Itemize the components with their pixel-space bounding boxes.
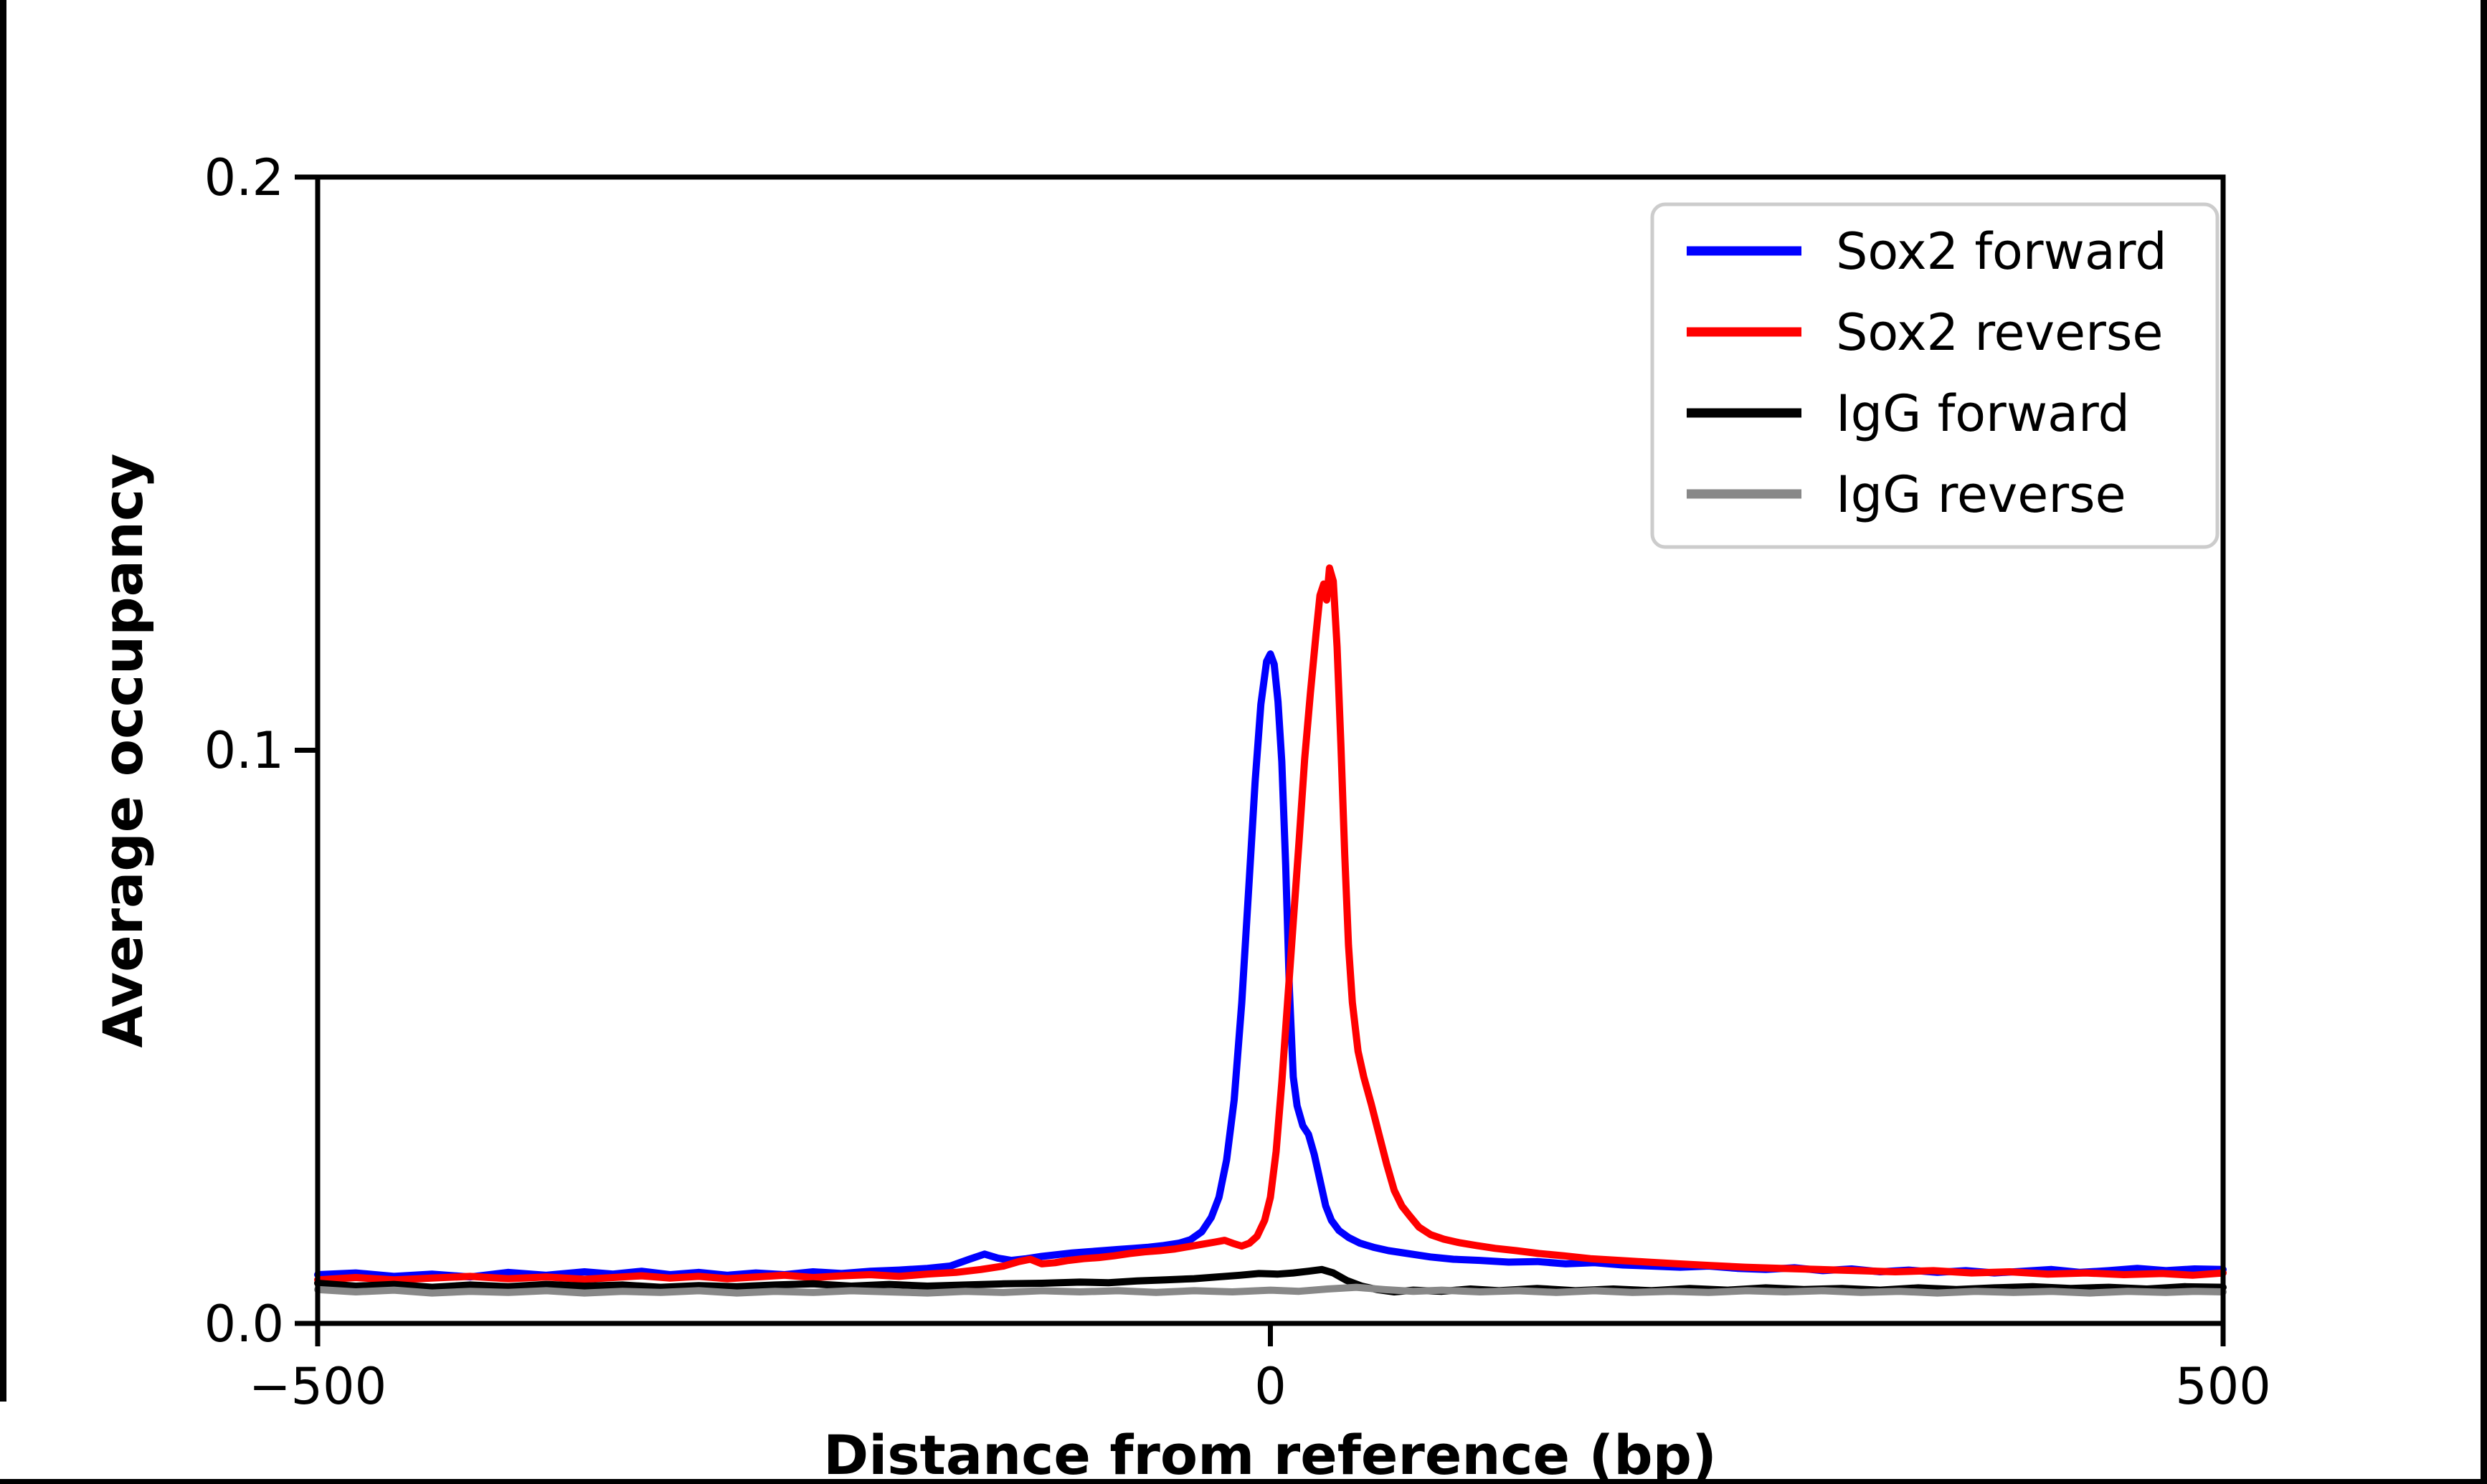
legend-item-igg-forward: IgG forward [1687, 384, 2130, 443]
y-tick-label-0.2: 0.2 [204, 148, 284, 207]
y-axis-label: Average occupancy [91, 453, 155, 1047]
x-axis-label: Distance from reference (bp) [823, 1423, 1717, 1484]
screen-edge-right-bar [2481, 0, 2487, 1484]
legend-item-sox2-reverse: Sox2 reverse [1687, 303, 2163, 362]
legend-label-igg-reverse: IgG reverse [1836, 465, 2126, 524]
y-tick-label-0.1: 0.1 [204, 721, 284, 780]
legend-item-sox2-forward: Sox2 forward [1687, 222, 2167, 281]
x-tick-label-500: 500 [2175, 1357, 2271, 1416]
screen-edge-bottom-bar [0, 1479, 2487, 1484]
screen-edge-left-bar [0, 0, 6, 1402]
series-line-sox2-reverse [314, 564, 2227, 1284]
x-tick-label-0: 0 [1254, 1357, 1287, 1416]
legend-box [1650, 202, 2220, 549]
legend-label-sox2-reverse: Sox2 reverse [1836, 303, 2163, 362]
series-line-igg-reverse [314, 1283, 2227, 1297]
legend-item-igg-reverse: IgG reverse [1687, 465, 2126, 524]
series-group [314, 564, 2227, 1297]
x-tick-label-neg500: −500 [249, 1357, 387, 1416]
legend: Sox2 forward Sox2 reverse IgG forward IgG r… [1650, 202, 2220, 549]
legend-label-sox2-forward: Sox2 forward [1836, 222, 2167, 281]
legend-label-igg-forward: IgG forward [1836, 384, 2130, 443]
y-tick-label-0.0: 0.0 [204, 1295, 284, 1354]
